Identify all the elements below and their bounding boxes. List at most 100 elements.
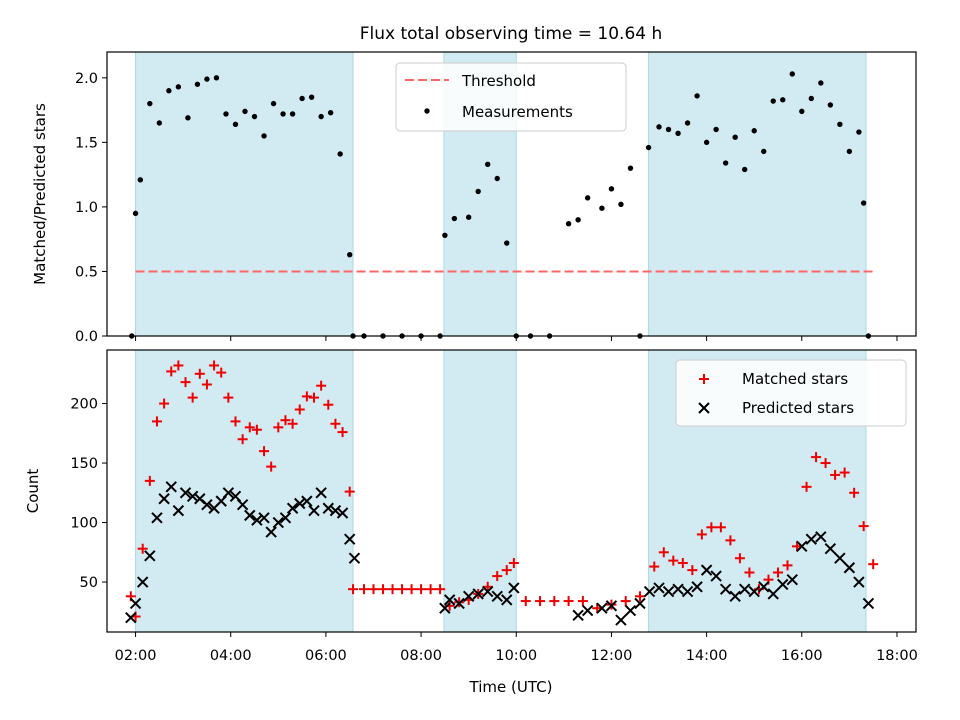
matched-star-point	[137, 543, 148, 554]
measurement-point	[442, 232, 448, 239]
matched-star-point	[280, 415, 291, 426]
matched-star-point	[173, 360, 184, 371]
x-tick-label: 04:00	[210, 648, 252, 664]
matched-star-point	[858, 521, 869, 532]
matched-star-point	[259, 446, 270, 457]
matched-star-point	[782, 560, 793, 571]
top-y-ticks: 0.0 0.5 1.0 1.5 2.0	[75, 71, 107, 345]
predicted-star-point	[843, 562, 856, 574]
matched-star-point	[397, 584, 408, 595]
measurement-point	[232, 121, 239, 127]
measurement-point	[608, 186, 615, 192]
measurement-point	[818, 80, 824, 86]
measurement-point	[732, 134, 738, 140]
matched-star-point	[201, 379, 212, 390]
predicted-star-point	[165, 481, 177, 493]
matched-star-point	[425, 584, 436, 595]
matched-star-point	[772, 567, 783, 578]
matched-star-point	[706, 522, 717, 533]
bottom-legend: Matched stars Predicted stars	[675, 359, 907, 427]
measurement-point	[703, 139, 710, 146]
top-legend-box	[395, 62, 627, 132]
matched-star-point	[649, 561, 660, 572]
measurement-point	[327, 109, 334, 116]
measurement-point	[575, 217, 581, 223]
measurement-point	[465, 214, 472, 220]
measurement-point	[860, 200, 867, 206]
matched-star-point	[668, 555, 679, 566]
top-measurement-points	[129, 71, 872, 339]
y-tick-label: 100	[70, 516, 98, 532]
x-tick-label: 02:00	[115, 648, 157, 664]
matched-star-point	[316, 380, 327, 391]
legend-measurements-marker	[424, 108, 430, 114]
predicted-star-point	[729, 590, 741, 603]
measurement-point	[251, 113, 258, 120]
legend-matched-plus	[699, 374, 709, 384]
predicted-star-point	[710, 570, 722, 582]
measurement-point	[808, 95, 815, 102]
matched-star-point	[209, 360, 220, 371]
measurement-point	[318, 113, 324, 120]
predicted-star-point	[634, 597, 646, 610]
x-tick-label: 06:00	[305, 648, 347, 664]
measurement-point	[242, 108, 248, 115]
legend-matched-marker	[699, 374, 709, 384]
predicted-star-point	[348, 552, 361, 564]
matched-star-point	[830, 469, 841, 480]
matched-star-point	[266, 461, 277, 472]
predicted-star-point	[777, 578, 789, 591]
measurement-point	[147, 100, 153, 107]
matched-star-point	[677, 557, 688, 568]
measurement-point	[194, 81, 201, 87]
matched-star-point	[194, 368, 205, 379]
matched-star-point	[549, 596, 560, 607]
predicted-star-point	[572, 609, 584, 622]
measurement-point	[722, 160, 729, 166]
measurement-point	[799, 108, 805, 115]
matched-star-point	[792, 541, 803, 552]
measurement-point	[675, 130, 681, 137]
predicted-star-point	[672, 583, 684, 595]
matched-star-point	[287, 418, 298, 429]
matched-star-point	[309, 392, 320, 403]
matched-star-point	[620, 596, 631, 607]
measurement-point	[475, 188, 481, 195]
matched-star-point	[387, 584, 398, 595]
measurement-point	[132, 210, 139, 217]
matched-star-point	[330, 418, 341, 429]
predicted-star-point	[508, 582, 520, 594]
matched-star-point	[223, 392, 234, 403]
predicted-star-point	[453, 597, 465, 610]
predicted-star-point	[605, 600, 618, 612]
matched-star-point	[337, 427, 348, 438]
predicted-star-point	[662, 585, 675, 598]
bottom-y-ticks: 50 100 150 200	[70, 397, 107, 591]
predicted-star-point	[767, 588, 779, 600]
matched-star-point	[563, 596, 574, 607]
measurement-point	[289, 111, 296, 117]
x-tick-label: 18:00	[876, 648, 918, 664]
matched-star-point	[715, 522, 726, 533]
measurement-point	[308, 94, 315, 100]
matched-star-point	[406, 584, 417, 595]
measurement-point	[347, 251, 353, 258]
x-tick-label: 10:00	[495, 648, 537, 664]
matched-star-point	[273, 422, 284, 433]
predicted-star-point	[624, 604, 637, 617]
matched-star-point	[811, 452, 822, 463]
measurement-point	[656, 124, 662, 130]
predicted-star-point	[581, 604, 594, 617]
predicted-star-point	[158, 493, 170, 505]
top-axes-frame	[106, 51, 917, 337]
measurement-point	[494, 175, 500, 182]
measurement-point	[166, 88, 172, 94]
predicted-star-point	[653, 582, 665, 594]
matched-star-point	[244, 422, 255, 433]
predicted-star-point	[172, 504, 185, 517]
measurement-point	[846, 148, 853, 155]
measurement-point	[204, 76, 210, 82]
predicted-star-point	[796, 540, 808, 553]
predicted-star-point	[265, 526, 277, 538]
y-tick-label: 50	[80, 575, 98, 591]
